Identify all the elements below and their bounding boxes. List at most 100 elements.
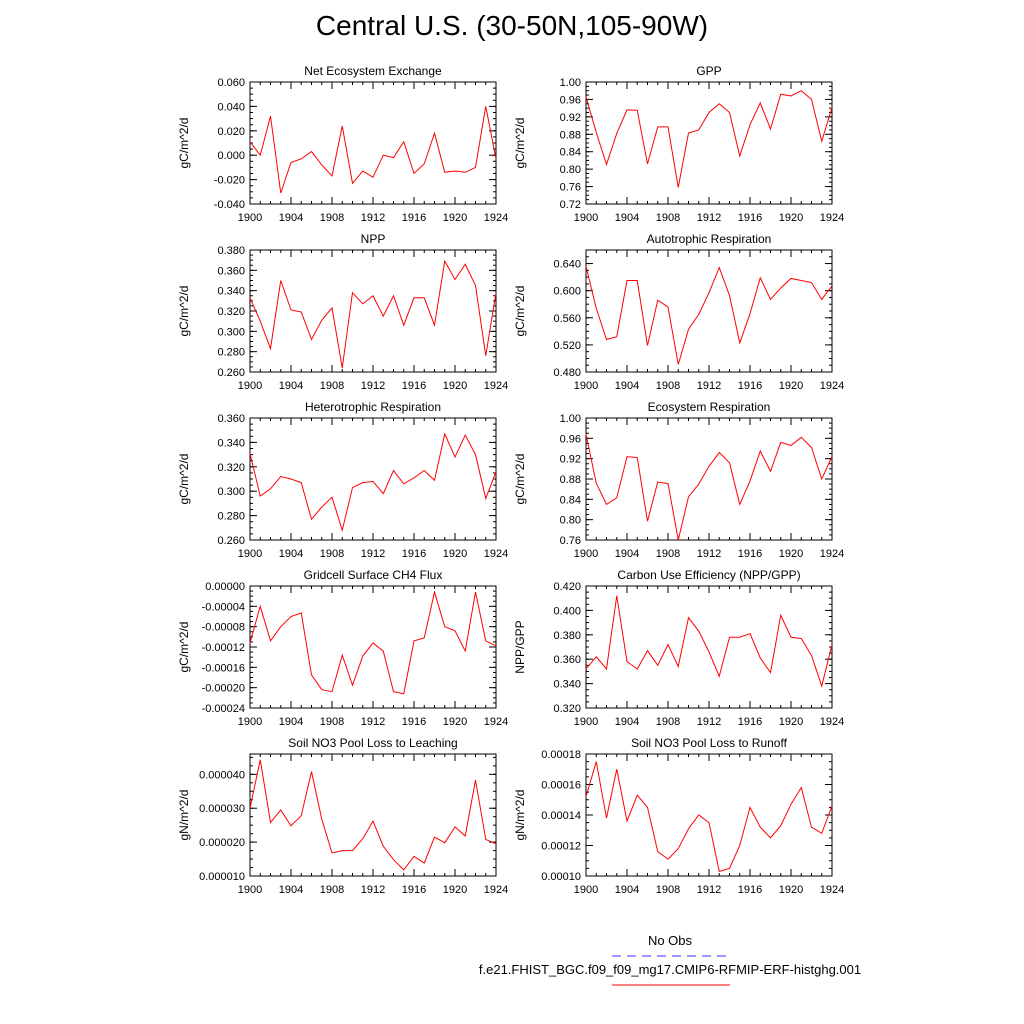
- x-tick-label: 1924: [820, 884, 844, 896]
- x-tick-label: 1912: [697, 884, 721, 896]
- x-tick-label: 1904: [615, 212, 639, 224]
- y-tick-label: 1.00: [560, 413, 581, 425]
- y-tick-label: 0.300: [217, 486, 245, 498]
- x-tick-label: 1904: [279, 548, 303, 560]
- x-tick-label: 1920: [779, 212, 803, 224]
- y-tick-label: 0.000: [217, 150, 245, 162]
- page-title: Central U.S. (30-50N,105-90W): [315, 10, 709, 41]
- x-tick-label: 1900: [238, 380, 262, 392]
- chart-title: Carbon Use Efficiency (NPP/GPP): [617, 568, 800, 582]
- chart-panel-1: Net Ecosystem Exchange gC/m^2/d 1900 1904 19…: [177, 64, 508, 224]
- x-tick-label: 1908: [320, 212, 344, 224]
- series-line-1: [585, 266, 833, 365]
- x-tick-label: 1920: [443, 380, 467, 392]
- x-tick-label: 1920: [779, 380, 803, 392]
- x-tick-label: 1924: [484, 380, 508, 392]
- x-tick-label: 1912: [697, 548, 721, 560]
- chart-title: NPP: [361, 232, 386, 246]
- y-tick-label: 0.040: [217, 101, 245, 113]
- series-line-1: [585, 595, 833, 688]
- legend-obs-label: No Obs: [647, 933, 693, 948]
- x-tick-label: 1916: [738, 884, 762, 896]
- x-tick-label: 1916: [738, 380, 762, 392]
- y-tick-label: 1.00: [560, 77, 581, 89]
- y-tick-label: 0.000010: [199, 871, 245, 883]
- x-tick-label: 1908: [320, 716, 344, 728]
- y-tick-label: 0.00010: [541, 871, 581, 883]
- y-tick-label: 0.88: [560, 474, 581, 486]
- y-tick-label: 0.640: [553, 259, 581, 271]
- y-tick-label: -0.040: [214, 199, 245, 211]
- y-tick-label: 0.76: [560, 535, 581, 547]
- y-tick-label: 0.520: [553, 340, 581, 352]
- plot-frame: [585, 585, 833, 709]
- x-tick-label: 1912: [697, 380, 721, 392]
- x-tick-label: 1912: [361, 212, 385, 224]
- legend: [612, 955, 730, 986]
- chart-panel-8: Carbon Use Efficiency (NPP/GPP) NPP/GPP 19…: [513, 568, 844, 728]
- y-tick-label: 0.320: [553, 703, 581, 715]
- series-line-1: [249, 432, 497, 533]
- x-tick-label: 1924: [820, 548, 844, 560]
- y-axis-label: gC/m^2/d: [177, 454, 191, 505]
- x-tick-label: 1924: [820, 716, 844, 728]
- y-tick-label: 0.92: [560, 454, 581, 466]
- x-tick-label: 1924: [484, 212, 508, 224]
- y-tick-label: 0.000030: [199, 803, 245, 815]
- y-axis-label: gN/m^2/d: [177, 790, 191, 841]
- y-tick-label: 0.72: [560, 199, 581, 211]
- x-tick-label: 1904: [279, 212, 303, 224]
- y-tick-label: -0.020: [214, 175, 245, 187]
- x-tick-label: 1904: [615, 548, 639, 560]
- y-tick-label: -0.00024: [202, 703, 245, 715]
- plot-frame: [585, 753, 833, 877]
- x-tick-label: 1912: [697, 212, 721, 224]
- plot-frame: [249, 417, 497, 541]
- y-tick-label: 0.80: [560, 164, 581, 176]
- plot-frame: [249, 81, 497, 205]
- x-tick-label: 1920: [443, 884, 467, 896]
- y-tick-label: -0.00012: [202, 642, 245, 654]
- y-tick-label: 0.280: [217, 347, 245, 359]
- y-tick-label: 0.360: [217, 413, 245, 425]
- y-tick-label: 0.380: [217, 245, 245, 257]
- x-tick-label: 1900: [238, 212, 262, 224]
- x-tick-label: 1900: [574, 212, 598, 224]
- y-tick-label: 0.480: [553, 367, 581, 379]
- y-axis-label: NPP/GPP: [513, 620, 527, 673]
- x-tick-label: 1924: [484, 716, 508, 728]
- x-tick-label: 1916: [738, 212, 762, 224]
- chart-panel-10: Soil NO3 Pool Loss to Runoff gN/m^2/d 1900…: [513, 736, 844, 896]
- y-axis-label: gC/m^2/d: [513, 286, 527, 337]
- y-axis-label: gC/m^2/d: [513, 118, 527, 169]
- x-tick-label: 1924: [484, 884, 508, 896]
- x-tick-label: 1904: [615, 884, 639, 896]
- y-tick-label: 0.84: [560, 147, 581, 159]
- plot-frame: [585, 81, 833, 205]
- series-line-1: [585, 761, 833, 873]
- chart-title: Autotrophic Respiration: [647, 232, 772, 246]
- y-tick-label: 0.260: [217, 367, 245, 379]
- y-tick-label: 0.420: [553, 581, 581, 593]
- y-axis-label: gC/m^2/d: [513, 454, 527, 505]
- series-line-1: [249, 590, 497, 695]
- x-tick-label: 1916: [738, 716, 762, 728]
- chart-title: Heterotrophic Respiration: [305, 400, 441, 414]
- x-tick-label: 1924: [820, 380, 844, 392]
- y-tick-label: 0.360: [553, 654, 581, 666]
- x-tick-label: 1900: [238, 548, 262, 560]
- chart-panel-9: Soil NO3 Pool Loss to Leaching gN/m^2/d 19…: [177, 736, 508, 896]
- y-tick-label: 0.96: [560, 94, 581, 106]
- x-tick-label: 1908: [320, 548, 344, 560]
- y-tick-label: 0.260: [217, 535, 245, 547]
- y-tick-label: 0.340: [553, 679, 581, 691]
- x-tick-label: 1904: [615, 716, 639, 728]
- x-tick-label: 1916: [402, 716, 426, 728]
- series-line-1: [585, 90, 833, 188]
- x-tick-label: 1908: [656, 212, 680, 224]
- y-tick-label: 0.96: [560, 433, 581, 445]
- y-tick-label: 0.600: [553, 286, 581, 298]
- y-tick-label: 0.340: [217, 437, 245, 449]
- y-tick-label: 0.340: [217, 286, 245, 298]
